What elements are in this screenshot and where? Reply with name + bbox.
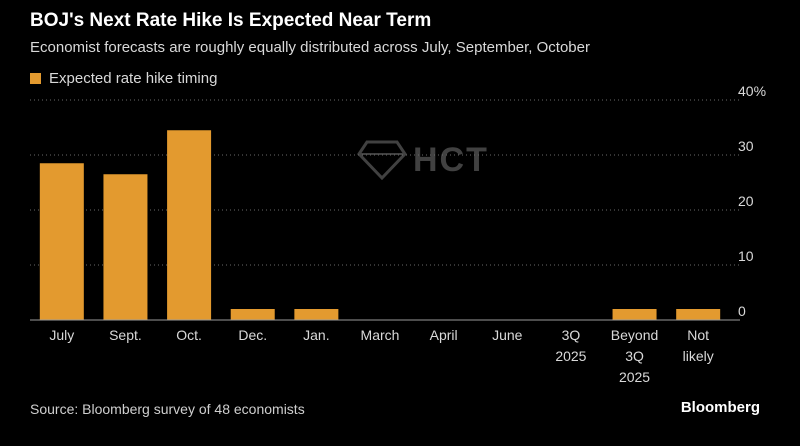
x-tick-label: 3Q (562, 327, 581, 343)
y-tick-label: 20 (738, 193, 754, 209)
x-tick-label: Jan. (303, 327, 329, 343)
bar (612, 309, 657, 320)
legend-label: Expected rate hike timing (49, 70, 218, 87)
bar (230, 309, 275, 320)
x-tick-label: Not (687, 327, 709, 343)
watermark-text: HCT (413, 140, 489, 179)
bar (676, 309, 721, 320)
x-tick-label: 3Q (625, 348, 644, 364)
y-tick-label: 40% (738, 83, 766, 99)
x-tick-label: Beyond (611, 327, 658, 343)
x-tick-label: likely (683, 348, 714, 364)
x-tick-label: April (430, 327, 458, 343)
y-tick-label: 10 (738, 248, 754, 264)
legend-swatch (30, 73, 41, 84)
diamond-logo-icon (357, 140, 407, 180)
x-tick-label: 2025 (619, 369, 650, 385)
bar (167, 130, 212, 320)
watermark: HCT (357, 140, 489, 180)
x-tick-label: Dec. (238, 327, 267, 343)
chart-subtitle: Economist forecasts are roughly equally … (30, 39, 590, 56)
brand-name: Bloomberg (680, 399, 760, 416)
x-tick-label: July (49, 327, 74, 343)
y-tick-label: 30 (738, 138, 754, 154)
chart-title: BOJ's Next Rate Hike Is Expected Near Te… (30, 10, 432, 31)
x-tick-label: 2025 (555, 348, 586, 364)
source-note: Source: Bloomberg survey of 48 economist… (30, 401, 305, 417)
bar (294, 309, 339, 320)
legend: Expected rate hike timing (30, 70, 217, 87)
x-tick-label: March (361, 327, 400, 343)
x-tick-label: Oct. (176, 327, 202, 343)
x-tick-label: June (492, 327, 523, 343)
y-tick-label: 0 (738, 303, 746, 319)
x-tick-label: Sept. (109, 327, 142, 343)
bar (39, 163, 84, 320)
bar (103, 174, 148, 320)
